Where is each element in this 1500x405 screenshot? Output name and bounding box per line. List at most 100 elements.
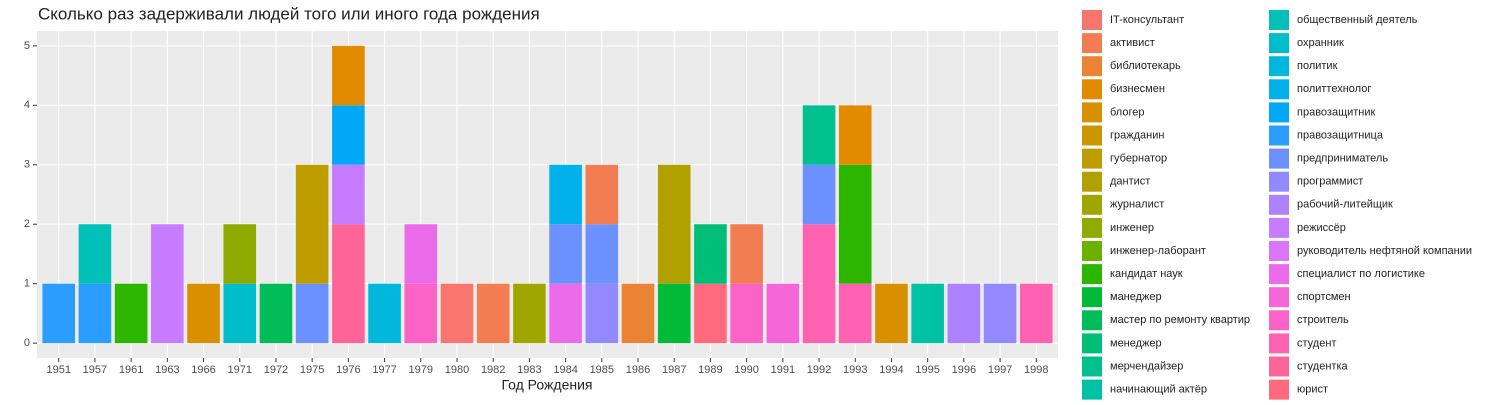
legend-key [1269, 56, 1289, 77]
x-tick-label: 1996 [952, 364, 976, 376]
legend-label: менеджер [1110, 337, 1162, 349]
bar-segment [404, 224, 438, 284]
legend-key [1082, 287, 1102, 308]
legend-label: IT-консультант [1110, 14, 1184, 26]
legend-label: студент [1297, 337, 1336, 349]
legend-key [1082, 56, 1102, 77]
legend-label: начинающий актёр [1110, 384, 1207, 396]
bar-segment [332, 45, 365, 106]
legend-label: охранник [1297, 37, 1344, 49]
bar-segment [621, 283, 655, 344]
legend-label: губернатор [1110, 153, 1167, 165]
bar-segment [440, 283, 474, 344]
y-tick-label: 3 [24, 159, 30, 171]
bar-segment [802, 164, 836, 225]
bar-segment [585, 283, 619, 344]
legend-label: руководитель нефтяной компании [1297, 245, 1472, 257]
legend-key [1082, 171, 1102, 192]
x-tick-label: 1998 [1024, 364, 1048, 376]
legend-label: режиссёр [1297, 222, 1346, 234]
x-tick-label: 1976 [336, 364, 360, 376]
chart-title: Сколько раз задерживали людей того или и… [38, 4, 540, 23]
legend-key [1082, 102, 1102, 123]
bar-segment [802, 105, 836, 165]
legend-label: политтехнолог [1297, 83, 1371, 95]
legend-label: кандидат наук [1110, 268, 1183, 280]
legend-label: инженер [1110, 222, 1154, 234]
legend-key [1269, 356, 1289, 377]
legend-key [1082, 217, 1102, 238]
legend-key [1082, 148, 1102, 169]
legend-key [1082, 264, 1102, 285]
y-tick-label: 1 [24, 278, 30, 290]
legend-label: программист [1297, 176, 1363, 188]
legend-label: библиотекарь [1110, 60, 1181, 72]
legend-label: строитель [1297, 314, 1349, 326]
bar-segment [513, 283, 546, 344]
bar-segment [911, 283, 944, 344]
legend-key [1082, 33, 1102, 54]
legend-key [1082, 241, 1102, 261]
legend-key [1269, 310, 1289, 331]
legend-key [1269, 287, 1289, 308]
bar-segment [549, 164, 582, 225]
bar-segment [1019, 283, 1053, 344]
legend-key [1082, 379, 1102, 400]
legend-label: общественный деятель [1297, 14, 1418, 26]
bar-segment [838, 164, 872, 284]
bar-segment [875, 283, 908, 344]
bar-segment [657, 164, 691, 284]
bar-segment [404, 283, 438, 344]
bar-segment [259, 283, 293, 344]
x-tick-label: 1994 [879, 364, 903, 376]
bar-segment [223, 283, 257, 344]
bar-segment [838, 105, 872, 165]
bar-segment [223, 224, 257, 284]
x-tick-label: 1986 [626, 364, 650, 376]
legend-key [1269, 79, 1289, 100]
legend-label: специалист по логистике [1297, 268, 1425, 280]
y-tick-label: 4 [24, 99, 30, 111]
bar-segment [983, 283, 1017, 344]
legend-label: манеджер [1110, 291, 1162, 303]
x-tick-label: 1997 [988, 364, 1012, 376]
bar-segment [766, 283, 800, 344]
bar-segment [549, 283, 582, 344]
x-tick-label: 1972 [264, 364, 288, 376]
bar-segment [187, 283, 220, 344]
x-tick-label: 1961 [119, 364, 143, 376]
legend-label: мастер по ремонту квартир [1110, 314, 1250, 326]
bar-segment [78, 283, 112, 344]
legend-key [1082, 356, 1102, 377]
legend-label: юрист [1297, 384, 1328, 396]
bar-segment [368, 283, 401, 344]
bar-segment [332, 164, 365, 225]
x-tick-label: 1985 [590, 364, 614, 376]
legend-key [1269, 171, 1289, 192]
bar-segment [657, 283, 691, 344]
legend-key [1269, 125, 1289, 146]
legend-key [1269, 241, 1289, 261]
bar-segment [295, 283, 329, 344]
x-tick-label: 1979 [409, 364, 433, 376]
x-tick-label: 1984 [553, 364, 577, 376]
y-tick-label: 2 [24, 218, 30, 230]
bar-segment [476, 283, 510, 344]
y-tick-label: 0 [24, 337, 30, 349]
x-tick-label: 1995 [915, 364, 939, 376]
x-tick-label: 1971 [228, 364, 252, 376]
legend-key [1082, 10, 1102, 30]
bar-segment [549, 224, 582, 284]
legend-label: рабочий-литейщик [1297, 199, 1393, 211]
legend-label: студентка [1297, 360, 1348, 372]
legend-label: политик [1297, 60, 1338, 72]
bar-segment [332, 224, 365, 344]
bar-segment [78, 224, 112, 284]
legend-label: гражданин [1110, 129, 1164, 141]
x-tick-label: 1991 [771, 364, 795, 376]
legend-label: правозащитник [1297, 106, 1376, 118]
bar-segment [838, 283, 872, 344]
bar-segment [694, 283, 727, 344]
